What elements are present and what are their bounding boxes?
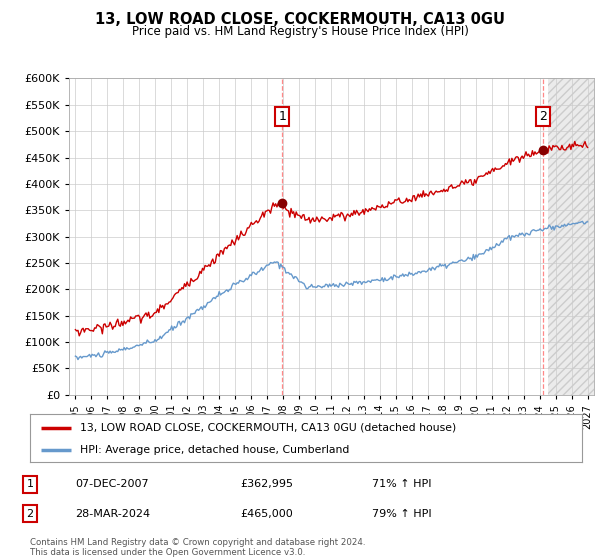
Text: 1: 1	[26, 479, 34, 489]
Text: 2: 2	[26, 508, 34, 519]
Text: 1: 1	[278, 110, 286, 123]
Text: 2: 2	[539, 110, 547, 123]
Text: 71% ↑ HPI: 71% ↑ HPI	[372, 479, 431, 489]
Text: £465,000: £465,000	[240, 508, 293, 519]
Text: 13, LOW ROAD CLOSE, COCKERMOUTH, CA13 0GU (detached house): 13, LOW ROAD CLOSE, COCKERMOUTH, CA13 0G…	[80, 423, 456, 433]
Text: £362,995: £362,995	[240, 479, 293, 489]
Text: 07-DEC-2007: 07-DEC-2007	[75, 479, 149, 489]
Text: 28-MAR-2024: 28-MAR-2024	[75, 508, 150, 519]
Text: HPI: Average price, detached house, Cumberland: HPI: Average price, detached house, Cumb…	[80, 445, 349, 455]
Text: 79% ↑ HPI: 79% ↑ HPI	[372, 508, 431, 519]
Text: Price paid vs. HM Land Registry's House Price Index (HPI): Price paid vs. HM Land Registry's House …	[131, 25, 469, 38]
Text: 13, LOW ROAD CLOSE, COCKERMOUTH, CA13 0GU: 13, LOW ROAD CLOSE, COCKERMOUTH, CA13 0G…	[95, 12, 505, 27]
Text: Contains HM Land Registry data © Crown copyright and database right 2024.
This d: Contains HM Land Registry data © Crown c…	[30, 538, 365, 557]
